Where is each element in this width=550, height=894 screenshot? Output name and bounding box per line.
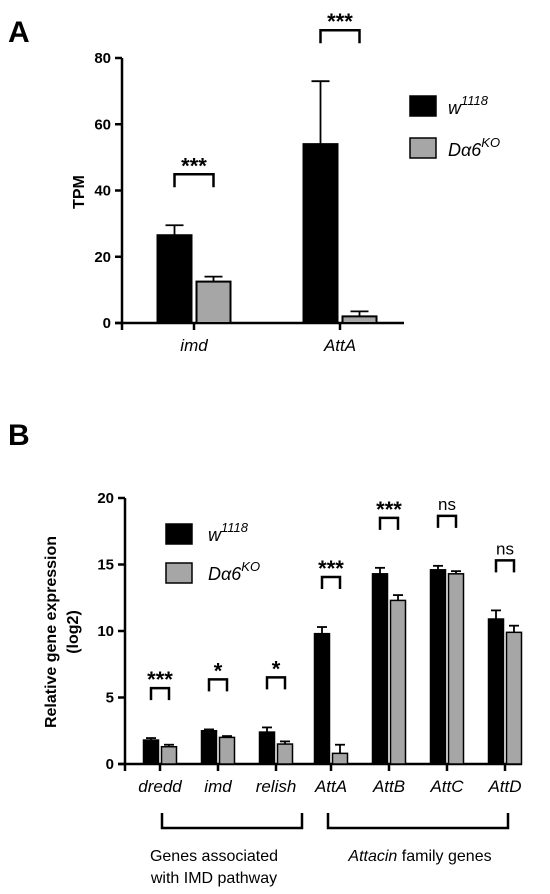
panel-b-category-label: AttD — [487, 777, 521, 796]
panel-a-significance-bracket — [319, 28, 361, 44]
panel-a-significance-label: *** — [327, 9, 353, 34]
panel-b-significance-bracket — [207, 678, 229, 692]
group-label-imd-line1: Genes associated — [150, 848, 278, 865]
panel-b-bar-ko — [505, 631, 523, 765]
panel-label-a: A — [8, 16, 30, 49]
panel-b-category-label: dredd — [138, 777, 182, 796]
panel-b-significance-bracket — [149, 686, 171, 701]
panel-a-y-tick-label: 20 — [94, 249, 111, 266]
panel-a-y-tick-label: 40 — [94, 183, 111, 200]
panel-b-significance-label: * — [214, 658, 223, 683]
group-bracket-imd: Genes associated with IMD pathway — [150, 813, 304, 887]
panel-b-significance-label: ns — [496, 539, 514, 558]
panel-b-bar-ko — [160, 745, 178, 765]
panel-b-bar-w1118 — [371, 573, 389, 765]
legend-b-swatch-w1118 — [165, 523, 193, 545]
panel-b-y-tick-label: 20 — [97, 490, 114, 507]
panel-a-plot: 0 20 40 60 80 imd *** AttA *** — [94, 9, 404, 355]
legend-b-label-w1118: w1118 — [208, 520, 249, 545]
panel-b-significance-label: * — [272, 656, 281, 681]
panel-b-significance-bracket — [378, 516, 400, 530]
panel-b-significance-bracket — [265, 676, 287, 690]
panel-a-y-tick-label: 0 — [103, 315, 111, 332]
panel-a-y-tick-label: 60 — [94, 116, 111, 133]
panel-b-ylabel-line2: (log2) — [65, 610, 82, 654]
panel-b-bar-w1118 — [258, 731, 276, 765]
panel-b-y-tick-label: 5 — [106, 690, 114, 707]
panel-b-significance-bracket — [436, 514, 458, 528]
panel-b-category-label: AttB — [372, 777, 405, 796]
panel-b-legend: w1118 Dα6KO — [165, 520, 260, 584]
group-label-imd-line2: with IMD pathway — [150, 870, 277, 887]
panel-b-bar-w1118 — [429, 569, 447, 765]
panel-a-significance-label: *** — [181, 153, 207, 178]
panel-b-significance-label: *** — [318, 556, 344, 581]
panel-a-bar-w1118 — [302, 143, 339, 324]
panel-b-plot: 0 5 10 15 20 dredd *** imd * relish * AttA *** AttB **… — [97, 490, 523, 796]
panel-b-bar-ko — [276, 743, 294, 765]
panel-b-bar-ko — [218, 736, 236, 765]
panel-b-significance-bracket — [320, 575, 342, 590]
panel-b-bar-w1118 — [200, 730, 218, 765]
panel-a-category-label: imd — [180, 336, 208, 355]
panel-b-significance-label: *** — [376, 497, 402, 522]
legend-a-swatch-ko — [409, 137, 437, 159]
panel-b-bar-ko — [331, 752, 349, 765]
legend-a-swatch-w1118 — [409, 95, 437, 117]
legend-b-label-ko: Dα6KO — [208, 559, 260, 584]
panel-b-category-label: relish — [256, 777, 297, 796]
panel-a-category-label: AttA — [323, 336, 356, 355]
panel-b-bar-ko — [389, 599, 407, 765]
panel-b-y-tick-label: 0 — [106, 756, 114, 773]
panel-b-bar-w1118 — [487, 618, 505, 765]
panel-b-bar-w1118 — [313, 632, 331, 765]
panel-label-b: B — [8, 419, 30, 452]
panel-b-y-tick-label: 10 — [97, 623, 114, 640]
panel-a-bar-ko — [341, 315, 378, 324]
panel-b-category-label: AttA — [314, 777, 347, 796]
panel-b-bar-ko — [447, 573, 465, 765]
group-bracket-attacin: Attacin family genes — [326, 813, 510, 865]
panel-b-category-label: AttC — [429, 777, 464, 796]
panel-a-y-tick-label: 80 — [94, 50, 111, 67]
panel-a-ylabel: TPM — [71, 175, 88, 209]
panel-b-ylabel-line1: Relative gene expression — [43, 536, 60, 728]
panel-a-significance-bracket — [173, 173, 215, 188]
panel-b-category-label: imd — [204, 777, 232, 796]
group-label-attacin: Attacin family genes — [347, 848, 491, 865]
legend-b-swatch-ko — [165, 562, 193, 584]
panel-a-bar-w1118 — [156, 234, 193, 324]
panel-b-significance-label: ns — [438, 495, 456, 514]
panel-b-significance-label: *** — [147, 667, 173, 692]
panel-a-legend: w1118 Dα6KO — [409, 93, 500, 160]
panel-b-bar-w1118 — [142, 739, 160, 765]
legend-a-label-w1118: w1118 — [448, 93, 489, 118]
panel-a-bar-ko — [195, 280, 232, 324]
legend-a-label-ko: Dα6KO — [448, 135, 500, 160]
panel-b-significance-bracket — [494, 559, 516, 573]
panel-b-y-tick-label: 15 — [97, 557, 114, 574]
